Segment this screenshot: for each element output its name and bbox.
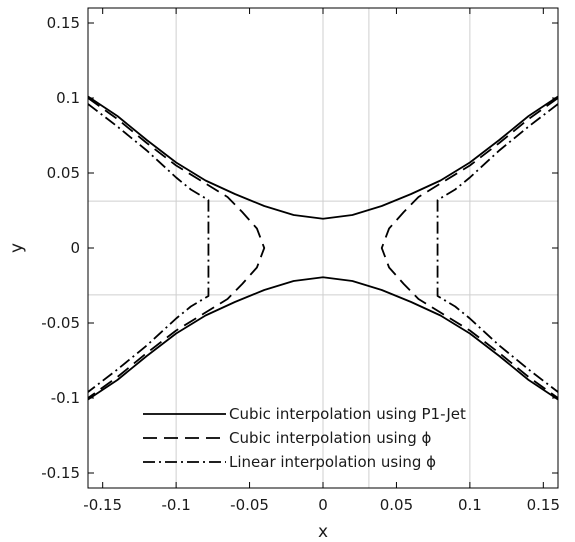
series-0-line-0 xyxy=(87,95,559,220)
legend-label-1: Cubic interpolation using ϕ xyxy=(229,429,431,447)
legend: Cubic interpolation using P1-Jet Cubic in… xyxy=(143,405,466,471)
x-tick-label: -0.15 xyxy=(83,496,122,514)
y-tick-label: -0.1 xyxy=(51,389,80,407)
series-0-line-1 xyxy=(87,276,559,401)
x-tick-label: -0.05 xyxy=(230,496,269,514)
series-2-line-1 xyxy=(436,103,559,393)
x-tick-label: -0.1 xyxy=(161,496,190,514)
y-axis-label: y xyxy=(7,243,27,253)
series-1 xyxy=(87,97,559,399)
x-tick-label: 0.1 xyxy=(458,496,482,514)
y-tick-label: -0.05 xyxy=(41,314,80,332)
y-tick-label: 0.15 xyxy=(47,14,80,32)
x-tick-label: 0.15 xyxy=(527,496,560,514)
x-axis-label: x xyxy=(318,522,328,542)
y-tick-label: -0.15 xyxy=(41,464,80,482)
series-2 xyxy=(87,103,559,393)
series-2-line-0 xyxy=(87,103,210,393)
series-layer xyxy=(87,95,559,401)
y-tick-label: 0 xyxy=(70,239,80,257)
series-0 xyxy=(87,95,559,401)
x-tick-label: 0 xyxy=(318,496,328,514)
x-tick-label: 0.05 xyxy=(380,496,413,514)
legend-label-2: Linear interpolation using ϕ xyxy=(229,453,436,471)
series-1-line-1 xyxy=(380,97,559,399)
series-1-line-0 xyxy=(87,97,266,399)
y-tick-label: 0.05 xyxy=(47,164,80,182)
legend-label-0: Cubic interpolation using P1-Jet xyxy=(229,405,466,423)
y-tick-label: 0.1 xyxy=(56,89,80,107)
grid xyxy=(88,8,558,488)
ticks: -0.15 -0.1 -0.05 0 0.05 0.1 0.15 -0.15 -0.1 -0.05… xyxy=(41,8,560,514)
